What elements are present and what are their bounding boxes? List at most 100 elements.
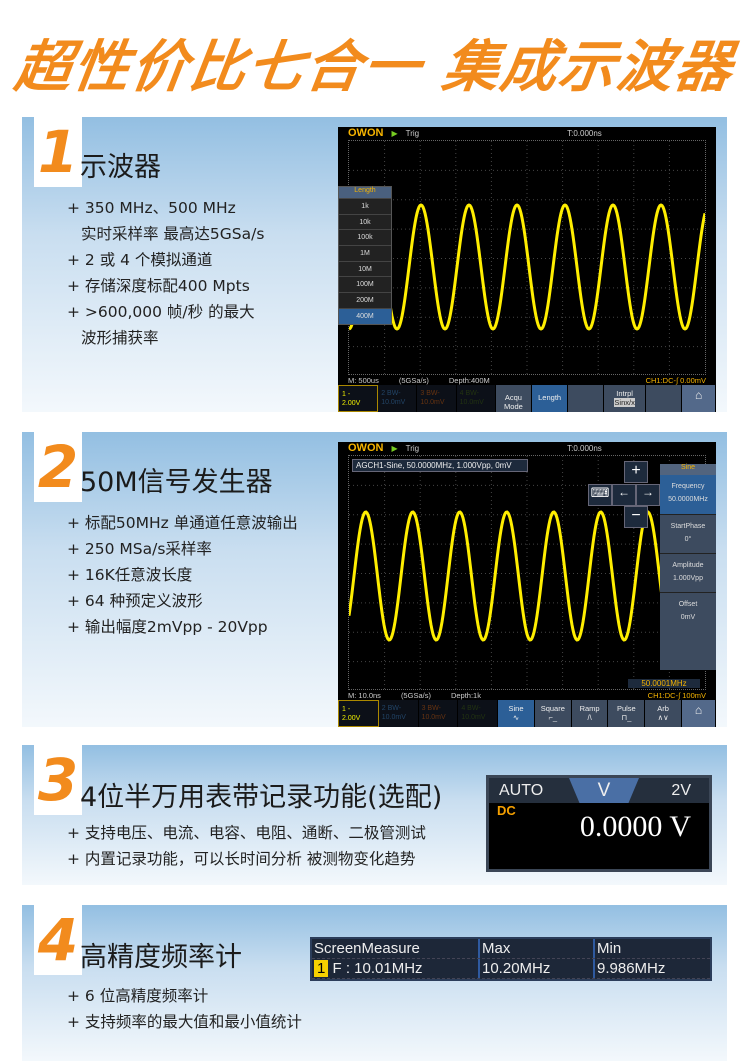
unit-tab[interactable]: V: [569, 778, 639, 803]
menu-item[interactable]: 100M: [339, 276, 391, 292]
softkey-bar: 1 -2.00V 2 BW- 10.0mV 3 BW- 10.0mV 4 BW- 10…: [338, 385, 716, 412]
multimeter-display: AUTO V 2V DC 0.0000 V: [486, 775, 712, 872]
section-number: 2: [34, 432, 82, 502]
blank-key[interactable]: [568, 385, 605, 412]
home-icon[interactable]: ⌂: [682, 700, 716, 727]
blank-key[interactable]: [645, 385, 683, 412]
time-position: T:0.000ns: [567, 443, 602, 453]
ch3-key[interactable]: 3 BW- 10.0mV: [418, 700, 459, 727]
trigger-info: CH1:DC-∫ 100mV: [647, 691, 706, 700]
ch4-key[interactable]: 4 BW- 10.0mV: [456, 385, 496, 412]
startphase-item[interactable]: StartPhase 0°: [660, 514, 716, 553]
mode-tab[interactable]: AUTO: [499, 781, 544, 799]
scope-screen: OWON ▶ Trig T:0.000ns AGCH1-Sine, 50.0000MH…: [338, 442, 716, 727]
home-icon[interactable]: ⌂: [682, 385, 716, 412]
ch2-key[interactable]: 2 BW- 10.0mV: [378, 385, 418, 412]
feature-item: + 标配50MHz 单通道任意波输出: [67, 514, 298, 532]
section-number: 4: [34, 905, 82, 975]
length-menu: Length 1k 10k 100k 1M 10M 100M 200M 400M: [338, 186, 392, 325]
arrow-left-button[interactable]: ←: [612, 484, 636, 506]
generator-info: AGCH1-Sine, 50.0000MHz, 1.000Vpp, 0mV: [352, 459, 528, 472]
section-title: 50M信号发生器: [80, 467, 273, 498]
offset-item[interactable]: Offset 0mV: [660, 592, 716, 631]
depth: Depth:1k: [450, 691, 481, 700]
timebase: M: 500us: [348, 376, 379, 385]
intrpl-key[interactable]: Intrpl Sinx/x: [604, 385, 646, 412]
feature-item: + 存储深度标配400 Mpts: [67, 277, 250, 295]
section-title: 4位半万用表带记录功能(选配): [80, 782, 443, 813]
menu-item[interactable]: 10M: [339, 260, 391, 277]
measure-table: ScreenMeasure Max Min 1 F : 10.01MHz 10.20M…: [310, 937, 712, 981]
frequency-value: F : 10.01MHz: [332, 960, 423, 977]
feature-item: + >600,000 帧/秒 的最大: [67, 303, 255, 321]
section-number: 3: [34, 745, 82, 815]
sample-rate: (5GSa/s): [398, 376, 429, 385]
feature-item: + 输出幅度2mVpp - 20Vpp: [67, 618, 268, 636]
feature-item: + 6 位高精度频率计: [67, 987, 209, 1005]
menu-title: Length: [339, 187, 391, 198]
timebase: M: 10.0ns: [348, 691, 381, 700]
section-signal-generator: 2 50M信号发生器 + 标配50MHz 单通道任意波输出 + 250 MSa/…: [22, 432, 727, 727]
plus-button[interactable]: +: [624, 461, 648, 483]
feature-item: + 内置记录功能，可以长时间分析 被测物变化趋势: [67, 850, 416, 868]
page-title: 超性价比七合一 集成示波器: [10, 35, 738, 100]
feature-item: + 支持频率的最大值和最小值统计: [67, 1013, 302, 1031]
owon-logo: OWON: [348, 127, 384, 139]
ch1-key[interactable]: 1 -2.00V: [338, 700, 379, 727]
scope-screen: OWON ▶ Trig T:0.000ns Length 1k 10k 100k 1M…: [338, 127, 716, 412]
section-title: 示波器: [80, 152, 161, 183]
ch1-key[interactable]: 1 -2.00V: [338, 385, 379, 412]
menu-item[interactable]: 10k: [339, 213, 391, 230]
menu-item[interactable]: 100k: [339, 229, 391, 245]
feature-item: + 2 或 4 个模拟通道: [67, 251, 213, 269]
meter-reading: 0.0000 V: [579, 810, 691, 843]
sine-trace: [348, 141, 707, 376]
length-key[interactable]: Length: [532, 385, 569, 412]
section-multimeter: 3 4位半万用表带记录功能(选配) + 支持电压、电流、电容、电阻、通断、二极管…: [22, 745, 727, 885]
square-key[interactable]: Square ⌐_: [534, 700, 572, 727]
channel-badge: 1: [314, 960, 329, 977]
keyboard-icon[interactable]: ⌨: [588, 484, 612, 506]
pulse-key[interactable]: Pulse ⊓_: [608, 700, 646, 727]
sine-side-menu: Sine Frequency 50.0000MHz StartPhase 0° Am…: [660, 464, 716, 670]
time-position: T:0.000ns: [567, 128, 602, 138]
minus-button[interactable]: −: [624, 506, 648, 528]
header-cell: ScreenMeasure: [312, 939, 480, 958]
menu-item-selected[interactable]: 400M: [339, 307, 391, 324]
trigger-info: CH1:DC-∫ 0.00mV: [645, 376, 706, 385]
depth: Depth:400M: [448, 376, 490, 385]
feature-item: 实时采样率 最高达5GSa/s: [81, 225, 265, 243]
section-number: 1: [34, 117, 82, 187]
header-cell: Max: [480, 939, 595, 958]
min-value: 9.986MHz: [597, 960, 666, 977]
trig-label: Trig: [405, 443, 420, 453]
menu-item[interactable]: 1k: [339, 198, 391, 214]
menu-title: Sine: [660, 464, 716, 475]
feature-item: + 350 MHz、500 MHz: [67, 199, 236, 217]
section-title: 高精度频率计: [80, 942, 242, 973]
ramp-key[interactable]: Ramp/\: [571, 700, 609, 727]
frequency-item[interactable]: Frequency 50.0000MHz: [660, 475, 716, 514]
arb-key[interactable]: Arb ∧∨: [645, 700, 683, 727]
ch3-key[interactable]: 3 BW- 10.0mV: [417, 385, 457, 412]
ch4-key[interactable]: 4 BW- 10.0mV: [458, 700, 499, 727]
coupling-label: DC: [497, 803, 516, 818]
sine-key[interactable]: Sine ∿: [498, 700, 535, 727]
softkey-bar: 1 -2.00V 2 BW- 10.0mV 3 BW- 10.0mV 4 BW- 10…: [338, 700, 716, 727]
feature-item: + 16K任意波长度: [67, 566, 193, 584]
ch2-key[interactable]: 2 BW- 10.0mV: [378, 700, 419, 727]
feature-item: 波形捕获率: [81, 329, 159, 347]
header-cell: Min: [597, 940, 622, 957]
menu-item[interactable]: 200M: [339, 292, 391, 308]
feature-item: + 250 MSa/s采样率: [67, 540, 212, 558]
feature-item: + 64 种预定义波形: [67, 592, 203, 610]
menu-item[interactable]: 1M: [339, 245, 391, 261]
range-tab[interactable]: 2V: [671, 781, 691, 799]
trace-path: [348, 203, 707, 331]
feature-list: + 350 MHz、500 MHz 实时采样率 最高达5GSa/s + 2 或 …: [67, 195, 264, 351]
arrow-right-button[interactable]: →: [636, 484, 660, 506]
sample-rate: (5GSa/s): [400, 691, 431, 700]
feature-item: + 支持电压、电流、电容、电阻、通断、二极管测试: [67, 824, 426, 842]
acqu-mode-key[interactable]: Acqu Mode: [495, 385, 533, 412]
amplitude-item[interactable]: Amplitude 1.000Vpp: [660, 553, 716, 592]
